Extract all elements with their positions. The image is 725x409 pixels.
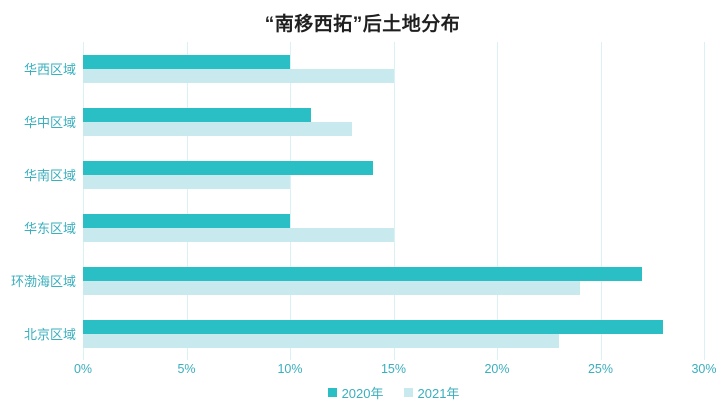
chart-title: “南移西拓”后土地分布 [264, 14, 461, 35]
gridline [704, 42, 705, 360]
x-tick-label: 5% [177, 362, 196, 376]
bar-2021年 [83, 121, 353, 136]
x-tick-label: 10% [277, 362, 303, 376]
y-tick-label: 环渤海区域 [10, 274, 76, 289]
gridline [83, 42, 84, 360]
bar-2021年 [83, 174, 290, 189]
y-tick-label: 华中区域 [23, 115, 76, 130]
x-tick-label: 30% [691, 362, 717, 376]
x-tick-label: 0% [73, 362, 93, 376]
bar-group-1 [83, 42, 704, 95]
legend-item-2021年: 2021年 [403, 383, 460, 402]
legend-item-2020年: 2020年 [327, 383, 384, 402]
bar-group-4 [83, 201, 704, 254]
y-tick-label: 华南区域 [23, 168, 76, 183]
legend-label: 2021年 [417, 385, 460, 401]
bar-2020年 [83, 54, 290, 69]
legend-label: 2020年 [341, 385, 384, 401]
y-tick-label: 华西区域 [23, 62, 76, 77]
gridline [186, 42, 188, 360]
y-tick-label: 华东区域 [23, 221, 76, 236]
bar-2020年 [83, 266, 642, 281]
bar-group-3 [83, 148, 704, 201]
y-axis-labels: 华西区域华中区域华南区域华东区域环渤海区域北京区域 [0, 42, 76, 360]
bar-2020年 [83, 160, 373, 175]
bar-2020年 [83, 213, 290, 228]
bar-2021年 [83, 280, 580, 295]
bar-2020年 [83, 319, 663, 334]
gridline [497, 42, 498, 360]
gridline [290, 42, 291, 360]
bar-group-5 [83, 254, 704, 307]
bar-2021年 [83, 227, 394, 242]
gridline [600, 42, 602, 360]
bar-group-2 [83, 95, 704, 148]
bar-2021年 [83, 68, 394, 83]
bar-2020年 [83, 107, 311, 122]
y-tick-label: 北京区域 [23, 327, 76, 342]
x-axis-labels: 0% 5% 10% 15% 20% 25% 30% [0, 362, 725, 380]
bar-group-6 [83, 307, 704, 360]
legend-swatch-icon [403, 387, 413, 397]
x-tick-label: 25% [587, 362, 614, 376]
legend: 2020年 2021年 [83, 382, 704, 402]
gridline [393, 42, 395, 360]
x-tick-label: 20% [484, 362, 510, 376]
plot-area [83, 42, 705, 360]
x-tick-label: 15% [380, 362, 407, 376]
legend-swatch-icon [327, 387, 337, 397]
bar-2021年 [83, 333, 560, 348]
